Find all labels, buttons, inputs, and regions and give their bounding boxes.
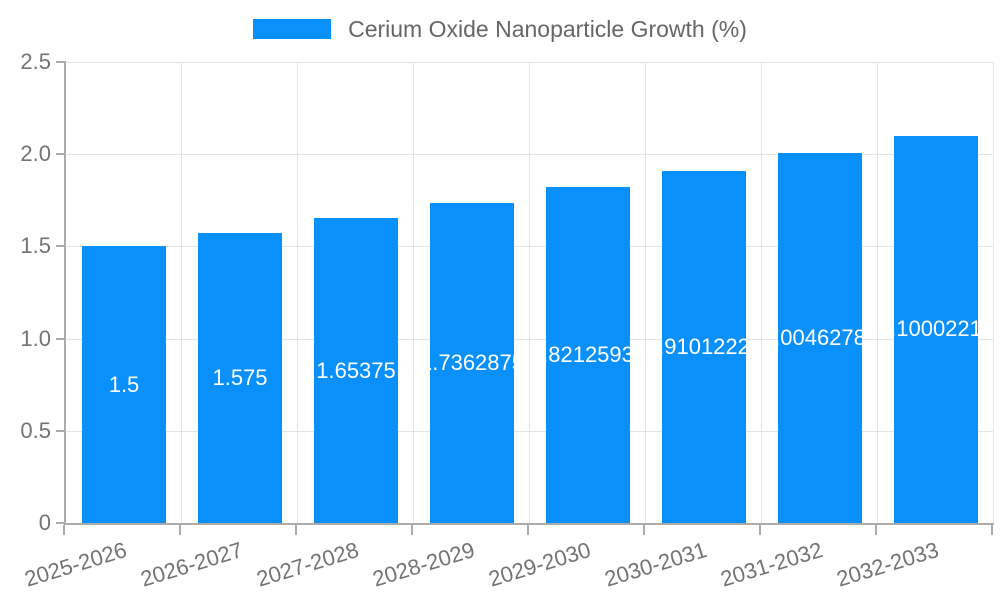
bar: 2.00462788	[778, 153, 862, 523]
x-tick-label: 2031-2032	[717, 537, 826, 592]
x-tick-mark	[527, 525, 529, 535]
chart-legend[interactable]: Cerium Oxide Nanoparticle Growth (%)	[0, 14, 1000, 44]
y-tick-label: 0.5	[20, 417, 51, 443]
x-tick-mark	[875, 525, 877, 535]
y-tick-label: 2.5	[20, 49, 51, 74]
legend-swatch	[253, 19, 332, 39]
bar: 1.91012222	[662, 170, 746, 523]
x-tick-mark	[411, 525, 413, 535]
v-gridline	[529, 62, 530, 523]
v-gridline	[993, 62, 994, 523]
x-tick-mark	[643, 525, 645, 535]
x-tick-mark	[991, 525, 993, 535]
bar-value-label: 1.5	[108, 371, 140, 397]
y-tick-mark	[56, 245, 66, 248]
y-tick-label: 1.5	[20, 233, 51, 259]
bar: 1.82125937	[546, 187, 630, 523]
bar: 2.10002213	[894, 135, 978, 523]
h-gridline	[66, 246, 994, 248]
bars: 1.5 1.575 1.65375 1.7362875 1.82125937 1.9101…	[66, 62, 994, 523]
bar-value-label: 1.91012222	[662, 333, 746, 359]
x-tick-label: 2032-2033	[833, 537, 942, 592]
x-tick-label: 2025-2026	[21, 537, 130, 592]
y-tick-mark	[56, 429, 66, 432]
v-gridline	[645, 62, 646, 523]
x-tick-mark	[63, 525, 65, 535]
bar: 1.65375	[314, 218, 398, 523]
x-tick-label: 2029-2030	[485, 537, 594, 592]
x-tick-label: 2027-2028	[253, 537, 362, 592]
gridlines	[66, 62, 994, 523]
v-gridline	[181, 62, 182, 523]
x-tick-mark	[295, 525, 297, 535]
bar: 1.5	[82, 246, 166, 523]
bar: 1.7362875	[430, 202, 514, 523]
x-tick-mark	[179, 525, 181, 535]
y-axis: 2.5 2.0 1.5 1.0 0.5 0	[0, 49, 66, 535]
x-tick-label: 2028-2029	[369, 537, 478, 592]
h-gridline	[66, 338, 994, 340]
bar-value-label: 1.575	[212, 364, 268, 390]
y-tick-label: 0	[38, 510, 51, 535]
y-tick-label: 1.0	[20, 325, 51, 351]
x-tick-label: 2026-2027	[137, 537, 246, 592]
bar-value-label: 1.65375	[316, 357, 396, 383]
x-tick-label: 2030-2031	[601, 537, 710, 592]
y-tick-label: 2.0	[20, 141, 51, 167]
bar-value-label: 2.10002213	[894, 316, 978, 342]
h-gridline	[66, 62, 994, 63]
v-gridline	[877, 62, 878, 523]
y-tick-mark	[56, 522, 66, 524]
bar-value-label: 1.82125937	[546, 342, 630, 368]
v-gridline	[761, 62, 762, 523]
bar-value-label: 2.00462788	[778, 325, 862, 351]
bar: 1.575	[198, 232, 282, 523]
bar-value-label: 1.7362875	[430, 349, 514, 375]
x-axis: 2025-2026 2026-2027 2027-2028 2028-2029 2029…	[21, 525, 993, 600]
x-tick-mark	[759, 525, 761, 535]
h-gridline	[66, 154, 994, 156]
v-gridline	[413, 62, 414, 523]
y-tick-mark	[56, 153, 66, 156]
plot-area: 1.5 1.575 1.65375 1.7362875 1.82125937 1.9101…	[64, 62, 994, 525]
h-gridline	[66, 430, 994, 432]
y-tick-mark	[56, 61, 66, 63]
y-tick-mark	[56, 337, 66, 340]
legend-label: Cerium Oxide Nanoparticle Growth (%)	[348, 15, 747, 42]
v-gridline	[297, 62, 298, 523]
